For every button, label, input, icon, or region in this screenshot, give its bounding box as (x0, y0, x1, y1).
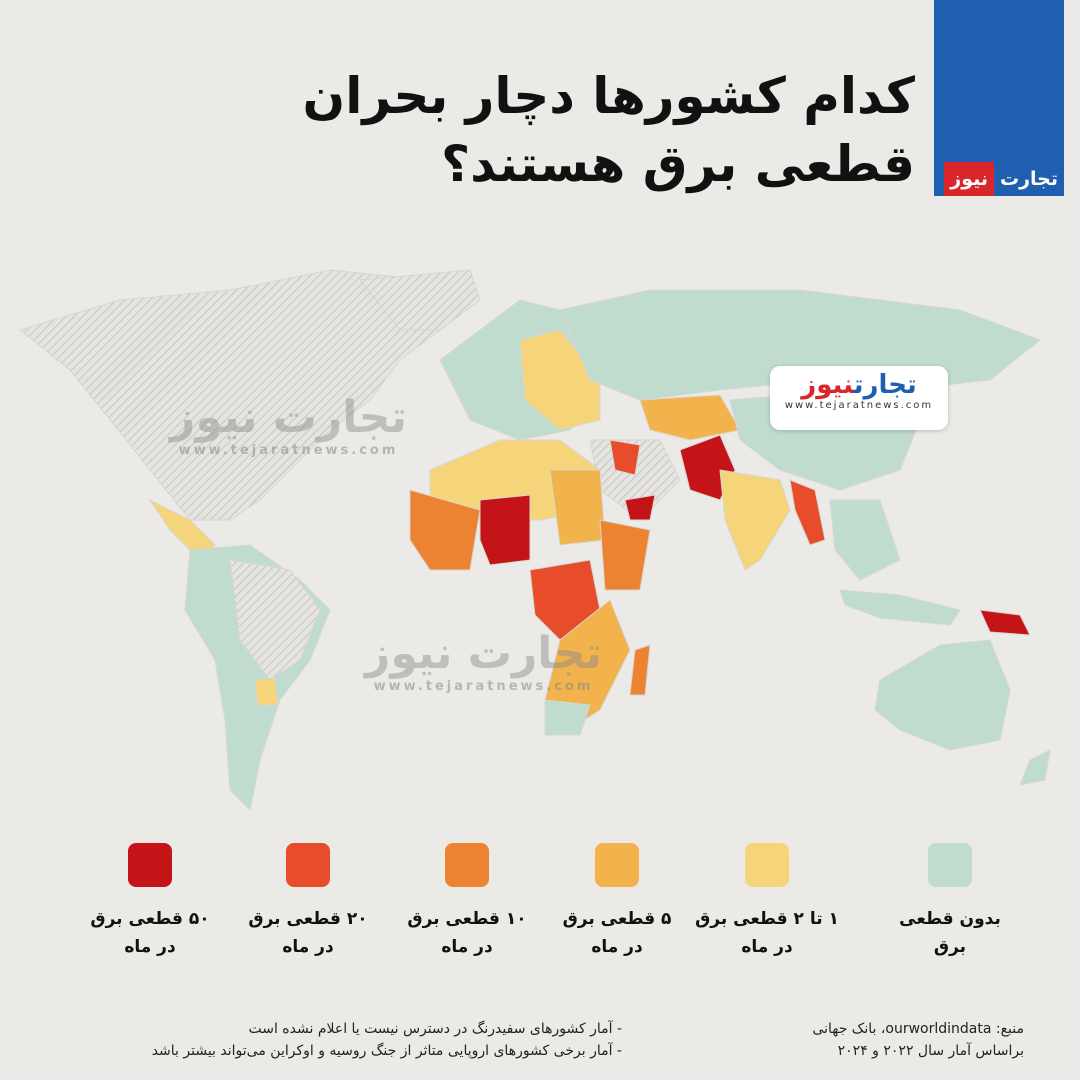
legend-swatch (928, 843, 972, 887)
badge-url: www.tejaratnews.com (784, 400, 934, 411)
watermark-badge: تجارتنیوز www.tejaratnews.com (770, 366, 948, 430)
region-new-zealand (1019, 749, 1051, 786)
watermark-center: تجارت نیوز www.tejaratnews.com (365, 628, 602, 694)
legend-label: ۵ قطعی برق (562, 909, 672, 929)
footnote: - آمار برخی کشورهای اروپایی متاثر از جنگ… (151, 1043, 622, 1059)
watermark-url: www.tejaratnews.com (178, 443, 399, 458)
legend-label: ۵۰ قطعی برق (90, 909, 210, 929)
legend-item-1-2: ۱ تا ۲ قطعی برق در ماه (692, 843, 842, 961)
legend-label: بدون قطعی (899, 909, 1001, 929)
region-brazil-nodata (229, 559, 321, 681)
region-papua-new-guinea (979, 609, 1031, 636)
region-india (719, 469, 791, 571)
brand-logo-part1: تجارت (1000, 168, 1058, 190)
legend-label: برق (933, 937, 967, 957)
page-title: کدام کشورها دچار بحران قطعی برق هستند؟ (303, 62, 915, 198)
region-east-africa (599, 519, 651, 591)
legend-label: در ماه (124, 937, 176, 957)
title-line-2: قطعی برق هستند؟ (441, 135, 915, 193)
badge-text: نیوز (801, 370, 854, 400)
legend-item-50: ۵۰ قطعی برق در ماه (75, 843, 225, 961)
title-line-1: کدام کشورها دچار بحران (302, 67, 915, 125)
region-se-asia (829, 499, 901, 581)
legend-label: در ماه (441, 937, 493, 957)
region-myanmar (789, 479, 826, 546)
region-paraguay (254, 677, 279, 706)
region-north-america (18, 269, 441, 521)
brand-logo: تجارت نیوز (934, 162, 1064, 196)
legend-label: در ماه (282, 937, 334, 957)
badge-text: تجارت (853, 370, 917, 400)
legend-swatch (286, 843, 330, 887)
legend-label: در ماه (741, 937, 793, 957)
legend-swatch (128, 843, 172, 887)
region-south-africa (544, 699, 591, 736)
legend-swatch (595, 843, 639, 887)
legend-item-none: بدون قطعی برق (875, 843, 1025, 961)
watermark-url: www.tejaratnews.com (373, 679, 594, 694)
watermark-text: نیوز (170, 392, 258, 443)
region-iraq (609, 439, 641, 476)
legend-item-20: ۲۰ قطعی برق در ماه (233, 843, 383, 961)
watermark-text: نیوز (365, 628, 453, 679)
source-note: منبع: ourworldindata، بانک جهانی براساس … (812, 1018, 1024, 1062)
region-central-asia (639, 394, 741, 441)
region-australia (874, 639, 1011, 751)
region-greenland (359, 269, 481, 331)
footnote: - آمار کشورهای سفیدرنگ در دسترس نیست یا … (248, 1021, 622, 1037)
watermark-text: تجارت (467, 628, 603, 679)
watermark-left: تجارت نیوز www.tejaratnews.com (170, 392, 407, 458)
legend-item-10: ۱۰ قطعی برق در ماه (392, 843, 542, 961)
region-niger-nigeria (479, 494, 531, 566)
legend-swatch (745, 843, 789, 887)
region-sudan (549, 469, 606, 546)
source-line: براساس آمار سال ۲۰۲۲ و ۲۰۲۴ (837, 1043, 1024, 1059)
footnotes: - آمار کشورهای سفیدرنگ در دسترس نیست یا … (152, 1018, 622, 1062)
source-line: منبع: ourworldindata، بانک جهانی (812, 1021, 1024, 1037)
region-west-africa (409, 489, 481, 571)
brand-logo-part2: نیوز (944, 162, 994, 196)
brand-logo-box: تجارت نیوز (934, 0, 1064, 196)
legend-label: در ماه (591, 937, 643, 957)
legend-label: ۱۰ قطعی برق (407, 909, 527, 929)
watermark-text: تجارت (272, 392, 408, 443)
world-map (18, 269, 1051, 812)
region-madagascar (629, 644, 651, 696)
legend-swatch (445, 843, 489, 887)
region-yemen (624, 494, 656, 521)
legend-item-5: ۵ قطعی برق در ماه (542, 843, 692, 961)
legend-label: ۲۰ قطعی برق (248, 909, 368, 929)
legend-label: ۱ تا ۲ قطعی برق (695, 909, 839, 929)
region-indonesia (839, 589, 961, 626)
